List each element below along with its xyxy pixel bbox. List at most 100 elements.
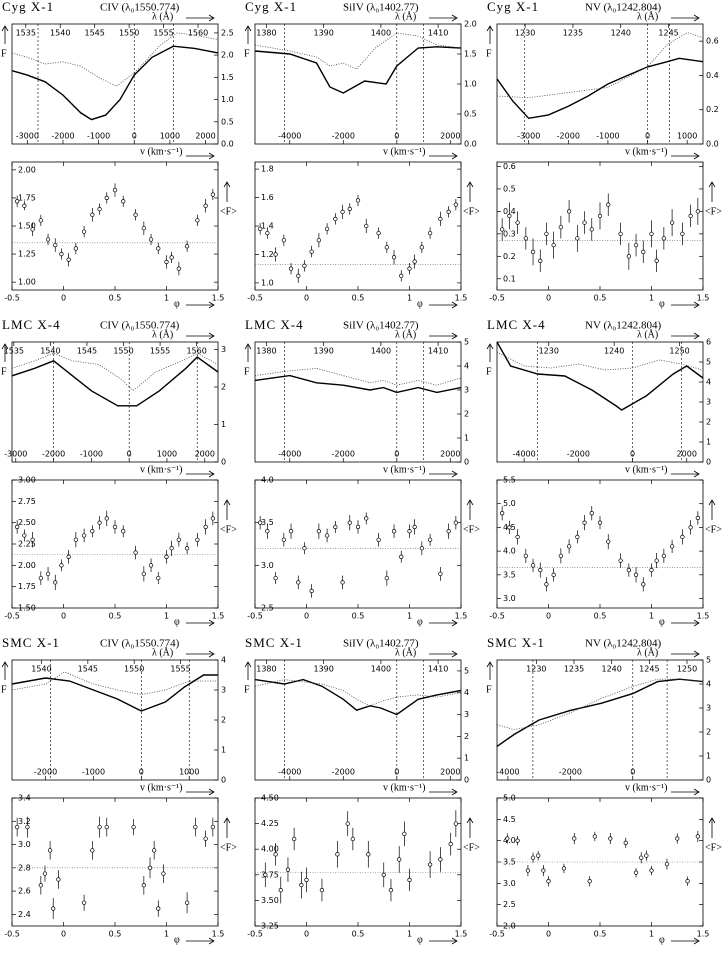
arrow-head bbox=[693, 332, 700, 340]
data-point bbox=[412, 259, 417, 264]
y-tick-label: 2.5 bbox=[261, 604, 274, 613]
x-tick-label: -2000 bbox=[51, 132, 74, 141]
data-point bbox=[530, 855, 536, 860]
data-point bbox=[316, 529, 322, 534]
data-point bbox=[81, 229, 87, 234]
data-point bbox=[606, 539, 611, 544]
data-point bbox=[525, 868, 531, 873]
panel-title: LMC X-4 bbox=[245, 317, 304, 332]
y-tick-label: 1.5 bbox=[221, 73, 234, 82]
x-tick-label: 0.5 bbox=[109, 294, 122, 303]
data-point bbox=[38, 575, 43, 581]
arrow-head bbox=[693, 788, 700, 796]
arrow-head bbox=[208, 14, 215, 22]
y-tick-label: 2.6 bbox=[18, 887, 31, 896]
x-tick-label: 1 bbox=[649, 612, 654, 621]
arrow-head bbox=[466, 181, 474, 188]
x-tick-label: 0 bbox=[546, 612, 551, 621]
y-axis-label: F bbox=[486, 684, 492, 695]
arrow-head bbox=[208, 470, 215, 478]
x-tick-label: -0.5 bbox=[489, 930, 505, 939]
plot-frame bbox=[254, 659, 462, 781]
panel-subtitle: CIV (λ₀1550.774) bbox=[100, 638, 180, 650]
profile-line bbox=[11, 671, 218, 695]
data-point bbox=[73, 246, 79, 251]
data-point bbox=[633, 572, 639, 577]
data-point bbox=[112, 187, 118, 193]
data-point bbox=[669, 220, 675, 225]
x2-tick-label: 1230 bbox=[539, 347, 559, 356]
data-point bbox=[355, 198, 361, 203]
data-point bbox=[633, 870, 639, 875]
panel-title: LMC X-4 bbox=[487, 317, 546, 332]
x2-tick-label: 1550 bbox=[124, 665, 144, 674]
data-point bbox=[575, 534, 580, 540]
arrow-head bbox=[451, 650, 458, 658]
y-tick-label: 2.25 bbox=[18, 540, 36, 549]
data-point bbox=[302, 263, 307, 268]
plot-frame bbox=[496, 659, 704, 781]
data-point bbox=[695, 209, 700, 214]
data-point bbox=[319, 888, 325, 893]
panel-subtitle: SiIV (λ₀1402.77) bbox=[343, 2, 419, 14]
data-point bbox=[589, 511, 594, 516]
y-axis-label: F bbox=[1, 684, 7, 695]
x-axis-label: φ bbox=[659, 934, 665, 945]
x2-tick-label: 1535 bbox=[16, 29, 36, 38]
data-point bbox=[608, 836, 613, 841]
data-point bbox=[680, 231, 685, 237]
y-tick-label: 4 bbox=[706, 378, 711, 387]
data-point bbox=[45, 571, 51, 577]
data-point bbox=[551, 572, 556, 577]
x2-tick-label: 1535 bbox=[4, 347, 24, 356]
profile-line bbox=[11, 352, 219, 392]
arrow-head bbox=[451, 152, 458, 160]
data-point bbox=[324, 226, 330, 231]
data-point bbox=[412, 524, 417, 530]
data-point bbox=[399, 273, 404, 278]
data-point bbox=[566, 544, 572, 549]
profile-line bbox=[254, 679, 462, 707]
y-tick-label: 3.00 bbox=[18, 476, 36, 485]
data-point bbox=[661, 553, 667, 559]
data-point bbox=[407, 529, 412, 534]
x2-axis-label: λ (Å) bbox=[395, 10, 416, 22]
x-tick-label: -0.5 bbox=[247, 612, 263, 621]
data-point bbox=[446, 529, 451, 534]
data-point bbox=[309, 588, 314, 594]
data-point bbox=[446, 209, 451, 214]
x-tick-label: 0 bbox=[304, 294, 309, 303]
data-point bbox=[340, 209, 345, 214]
x2-tick-label: 1240 bbox=[611, 29, 631, 38]
x-tick-label: 0.5 bbox=[594, 930, 607, 939]
data-point bbox=[156, 246, 161, 251]
arrow-head bbox=[451, 619, 458, 627]
data-point bbox=[25, 824, 30, 830]
data-point bbox=[606, 202, 611, 207]
profile-line bbox=[11, 674, 218, 712]
y-tick-label: 0.5 bbox=[503, 184, 516, 193]
data-point bbox=[427, 230, 433, 236]
panel-title: Cyg X-1 bbox=[245, 0, 297, 14]
y-tick-label: 0.0 bbox=[706, 140, 719, 149]
panel-title: Cyg X-1 bbox=[2, 0, 54, 14]
x-tick-label: -3000 bbox=[517, 132, 540, 141]
arrow-head bbox=[223, 181, 231, 188]
data-point bbox=[419, 245, 425, 250]
data-point bbox=[184, 900, 190, 905]
data-point bbox=[355, 524, 361, 530]
arrow-head bbox=[451, 14, 458, 22]
y-tick-label: 3.5 bbox=[503, 858, 516, 867]
x2-axis-label: λ (Å) bbox=[395, 646, 416, 658]
x-tick-label: -2000 bbox=[557, 132, 580, 141]
data-point bbox=[541, 868, 546, 873]
data-point bbox=[661, 236, 667, 241]
x2-tick-label: 1550 bbox=[113, 347, 133, 356]
y-tick-label: 5 bbox=[706, 358, 711, 367]
data-point bbox=[104, 824, 109, 830]
data-point bbox=[324, 533, 330, 538]
x-tick-label: 1.5 bbox=[697, 294, 710, 303]
y-tick-label: 6 bbox=[706, 338, 711, 347]
x-axis-label: φ bbox=[417, 934, 423, 945]
data-point bbox=[654, 258, 659, 263]
